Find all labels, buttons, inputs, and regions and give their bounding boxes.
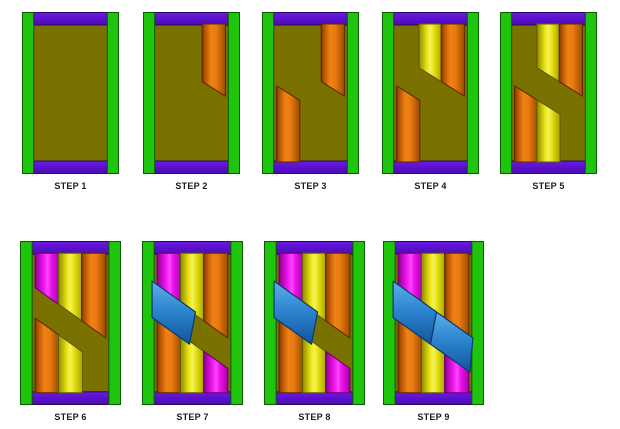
step-panel-svg (382, 12, 479, 174)
board-top-right (201, 23, 226, 97)
right-stile (584, 12, 597, 174)
left-stile (382, 12, 395, 174)
blue-brace-segment-1 (151, 280, 197, 345)
step-panel-svg (500, 12, 597, 174)
step-label: STEP 3 (294, 181, 327, 191)
right-stile (230, 241, 243, 405)
left-stile (264, 241, 277, 405)
back-panel (33, 22, 108, 164)
board-bottom-left (276, 85, 301, 163)
right-stile (106, 12, 119, 174)
top-rail (153, 241, 232, 255)
left-stile (142, 241, 155, 405)
step-label: STEP 9 (417, 412, 450, 422)
board-top-right (440, 23, 465, 97)
bottom-rail (31, 391, 110, 405)
board-top-right (558, 23, 583, 97)
top-rail (394, 241, 473, 255)
bottom-rail (153, 391, 232, 405)
step-panel-svg (22, 12, 119, 174)
step-panel-svg (264, 241, 365, 405)
step-figure-7: STEP 7 (142, 241, 243, 422)
top-rail (154, 12, 229, 26)
board-bottom-left (396, 85, 421, 163)
step-figure-6: STEP 6 (20, 241, 121, 422)
step-figure-4: STEP 4 (382, 12, 479, 191)
top-rail (31, 241, 110, 255)
step-label: STEP 2 (175, 181, 208, 191)
step-figure-3: STEP 3 (262, 12, 359, 191)
right-stile (108, 241, 121, 405)
top-rail (511, 12, 586, 26)
step-label: STEP 8 (298, 412, 331, 422)
board-bottom-middle (57, 334, 84, 394)
step-figure-9: STEP 9 (383, 241, 484, 422)
right-stile (471, 241, 484, 405)
step-panel-svg (262, 12, 359, 174)
step-panel-svg (142, 241, 243, 405)
bottom-rail (393, 160, 468, 174)
bottom-rail (154, 160, 229, 174)
board-bottom-right (203, 350, 229, 394)
board-top-right (325, 252, 351, 339)
top-rail (393, 12, 468, 26)
bottom-rail (273, 160, 348, 174)
left-stile (500, 12, 513, 174)
left-stile (22, 12, 35, 174)
board-bottom-middle (536, 99, 561, 163)
right-stile (227, 12, 240, 174)
left-stile (262, 12, 275, 174)
step-figure-8: STEP 8 (264, 241, 365, 422)
step-label: STEP 6 (54, 412, 87, 422)
top-rail (273, 12, 348, 26)
bottom-rail (275, 391, 354, 405)
step-label: STEP 1 (54, 181, 87, 191)
left-stile (383, 241, 396, 405)
top-rail (275, 241, 354, 255)
bottom-rail (511, 160, 586, 174)
board-bottom-right (325, 350, 351, 394)
step-panel-svg (143, 12, 240, 174)
step-label: STEP 4 (414, 181, 447, 191)
left-stile (20, 241, 33, 405)
right-stile (346, 12, 359, 174)
top-rail (33, 12, 108, 26)
right-stile (352, 241, 365, 405)
step-label: STEP 5 (532, 181, 565, 191)
blue-brace-segment-1 (273, 280, 319, 345)
step-figure-2: STEP 2 (143, 12, 240, 191)
step-figure-5: STEP 5 (500, 12, 597, 191)
blue-brace-segment-2 (429, 311, 474, 373)
right-stile (466, 12, 479, 174)
left-stile (143, 12, 156, 174)
step-panel-svg (20, 241, 121, 405)
board-top-right (320, 23, 345, 97)
board-top-right (203, 252, 229, 339)
step-label: STEP 7 (176, 412, 209, 422)
step-panel-svg (383, 241, 484, 405)
bottom-rail (394, 391, 473, 405)
bottom-rail (33, 160, 108, 174)
step-figure-1: STEP 1 (22, 12, 119, 191)
board-top-right (81, 252, 107, 339)
